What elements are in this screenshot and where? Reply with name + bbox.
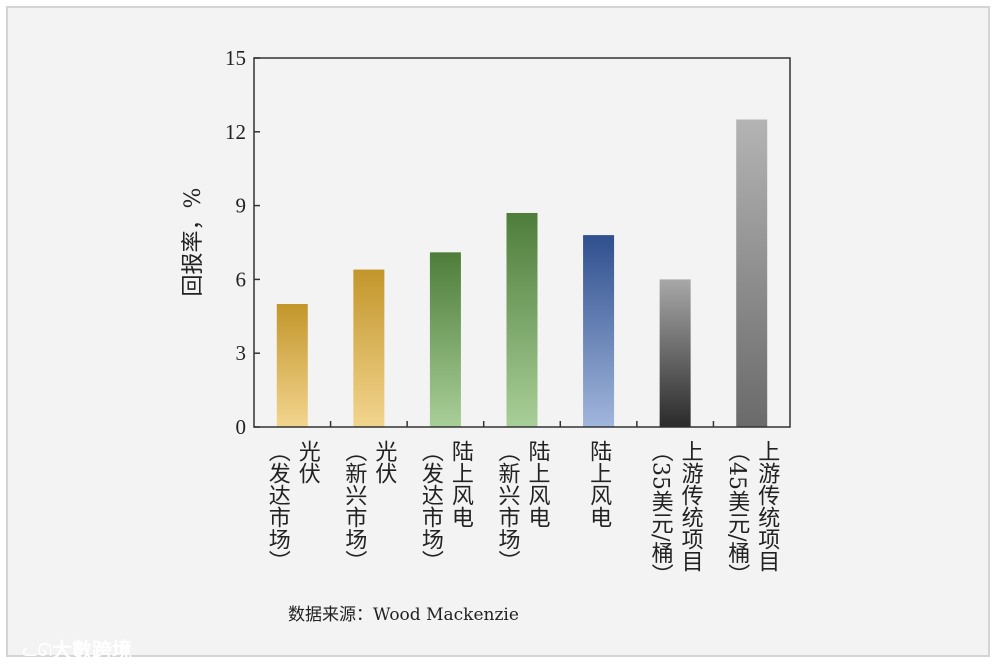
y-tick-label: 3 bbox=[236, 341, 247, 365]
x-category-label: （发达市场） bbox=[418, 440, 444, 572]
watermark: ᓚᘏ 大數跨境 bbox=[22, 638, 132, 662]
y-tick-label: 6 bbox=[236, 267, 247, 291]
x-category-label: 上游传统项目 bbox=[754, 440, 780, 572]
bar bbox=[353, 269, 385, 427]
x-category-label: 陆上风电 bbox=[448, 440, 474, 528]
x-category-label: 光伏 bbox=[295, 440, 321, 484]
bar bbox=[659, 279, 691, 427]
bar bbox=[736, 119, 768, 427]
y-tick-label: 0 bbox=[236, 415, 247, 439]
bar bbox=[583, 235, 615, 427]
chart-frame bbox=[6, 6, 990, 657]
y-tick-label: 12 bbox=[225, 120, 246, 144]
x-category-label: （35美元/桶） bbox=[648, 440, 674, 585]
bar bbox=[429, 252, 461, 427]
plot-area-border bbox=[253, 57, 791, 428]
x-category-label: 上游传统项目 bbox=[678, 440, 704, 572]
data-source-note: 数据来源：Wood Mackenzie bbox=[288, 605, 519, 625]
x-category-label: （45美元/桶） bbox=[724, 440, 750, 585]
x-category-label: （发达市场） bbox=[265, 440, 291, 572]
x-category-label: 陆上风电 bbox=[586, 440, 612, 528]
watermark-text: 大數跨境 bbox=[52, 638, 132, 662]
y-axis-label: 回报率，% bbox=[181, 188, 206, 297]
x-category-label: 陆上风电 bbox=[525, 440, 551, 528]
bar bbox=[506, 212, 538, 427]
y-tick-label: 9 bbox=[236, 194, 247, 218]
y-tick-label: 15 bbox=[225, 46, 246, 70]
x-category-label: （新兴市场） bbox=[341, 440, 367, 572]
x-category-label: 光伏 bbox=[371, 440, 397, 484]
x-category-label: （新兴市场） bbox=[495, 440, 521, 572]
watermark-logo-icon: ᓚᘏ bbox=[22, 640, 52, 661]
bar bbox=[276, 304, 308, 427]
